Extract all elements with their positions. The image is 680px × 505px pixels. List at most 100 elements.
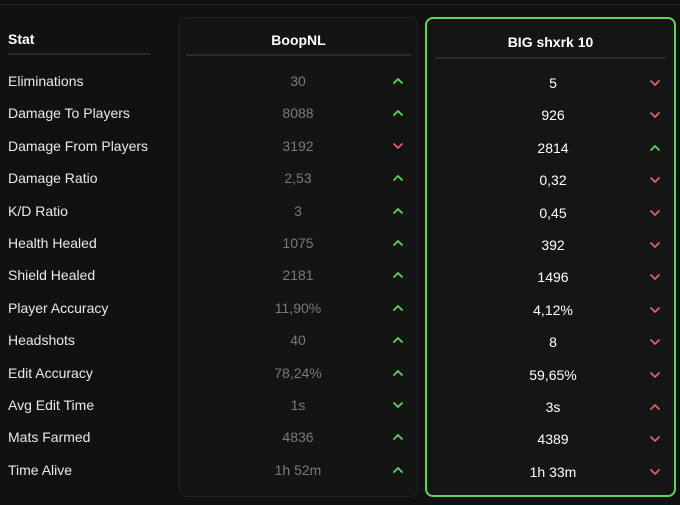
stat-cell-a: 3 <box>180 202 417 220</box>
stat-label: Damage Ratio <box>8 170 98 187</box>
arrow-up-icon <box>393 78 403 84</box>
stat-cell-b: 8 <box>427 333 674 351</box>
stat-value: 11,90% <box>274 299 322 316</box>
arrow-down-icon <box>650 177 660 184</box>
stat-value: 0,45 <box>539 204 567 221</box>
stat-label: Damage From Players <box>8 137 149 154</box>
stat-value: 2,53 <box>284 170 312 187</box>
stat-label: Time Alive <box>8 461 73 478</box>
stat-cell-a: 1h 52m <box>180 461 417 479</box>
stat-label: Health Healed <box>8 235 97 251</box>
stat-label: Mats Farmed <box>8 429 91 446</box>
arrow-down-icon <box>650 242 660 248</box>
stat-cell-a: 30 <box>180 72 417 90</box>
stat-header-divider <box>8 53 150 55</box>
arrow-up-icon <box>393 110 403 117</box>
stat-value: 1496 <box>537 269 569 286</box>
player-panel-boopnl: BoopNL 30 8088 3192 2,53 3 1075 2181 11,90% 40 78… <box>179 17 418 497</box>
player-a-name: BoopNL <box>271 32 326 48</box>
arrow-down-icon <box>393 142 403 149</box>
stat-cell-b: 0,32 <box>427 171 674 189</box>
stat-cell-b: 1h 33m <box>427 463 674 481</box>
arrow-up-icon <box>393 466 403 473</box>
stat-value: 3192 <box>282 137 314 154</box>
player-b-name: BIG shxrk 10 <box>507 34 594 50</box>
stat-value: 392 <box>541 237 565 253</box>
stat-cell-b: 2814 <box>427 139 674 157</box>
stat-value: 5 <box>549 75 557 91</box>
player-panel-big-shxrk-10: BIG shxrk 10 5 926 2814 0,32 0,45 392 1496 4,12… <box>425 17 676 497</box>
top-divider <box>0 4 680 5</box>
stat-value: 8 <box>549 334 557 351</box>
stat-value: 1h 33m <box>529 463 577 480</box>
stat-cell-b: 5 <box>427 74 674 92</box>
stat-value: 78,24% <box>274 364 322 381</box>
stat-cell-b: 1496 <box>427 268 674 286</box>
arrow-down-icon <box>650 371 660 378</box>
stat-value: 4389 <box>537 431 569 448</box>
stat-cell-a: 1075 <box>180 234 417 252</box>
arrow-down-icon <box>393 402 403 408</box>
stat-cell-a: 1s <box>180 396 417 414</box>
arrow-up-icon <box>650 404 660 410</box>
arrow-up-icon <box>393 369 403 376</box>
stat-label: Damage To Players <box>8 105 130 122</box>
stat-cell-b: 926 <box>427 106 674 124</box>
stat-label: Edit Accuracy <box>8 364 93 381</box>
stat-cell-a: 2,53 <box>180 169 417 187</box>
arrow-down-icon <box>650 112 660 119</box>
stat-value: 2181 <box>282 267 314 284</box>
stat-column-header: Stat <box>8 31 35 47</box>
stat-cell-a: 8088 <box>180 104 417 122</box>
stat-value: 1075 <box>282 235 314 251</box>
stat-cell-a: 11,90% <box>180 299 417 317</box>
stat-value: 1s <box>290 397 306 413</box>
stat-value: 4836 <box>282 429 314 446</box>
arrow-up-icon <box>393 337 403 344</box>
arrow-down-icon <box>650 436 660 443</box>
stat-value: 59,65% <box>529 366 577 383</box>
stat-cell-a: 78,24% <box>180 364 417 382</box>
arrow-down-icon <box>650 339 660 346</box>
stat-label: Player Accuracy <box>8 299 109 316</box>
arrow-up-icon <box>650 144 660 151</box>
stat-label: Headshots <box>8 332 75 349</box>
stat-value: 2814 <box>537 139 569 156</box>
stat-label: Shield Healed <box>8 267 96 284</box>
stat-label: K/D Ratio <box>8 202 68 219</box>
stat-label: Eliminations <box>8 73 84 89</box>
stat-cell-a: 40 <box>180 331 417 349</box>
stat-label: Avg Edit Time <box>8 397 95 413</box>
stat-value: 1h 52m <box>274 461 322 478</box>
stat-cell-b: 3s <box>427 398 674 416</box>
arrow-down-icon <box>650 306 660 313</box>
stat-cell-b: 59,65% <box>427 366 674 384</box>
stat-cell-b: 4389 <box>427 430 674 448</box>
arrow-up-icon <box>393 272 403 279</box>
player-a-header-divider <box>186 54 411 56</box>
arrow-up-icon <box>393 175 403 182</box>
player-b-header-divider <box>435 57 666 59</box>
stat-value: 30 <box>290 73 306 89</box>
stat-value: 8088 <box>282 105 314 122</box>
stat-cell-a: 2181 <box>180 266 417 284</box>
stat-cell-b: 0,45 <box>427 204 674 222</box>
arrow-down-icon <box>650 80 660 86</box>
stat-value: 4,12% <box>533 301 573 318</box>
stat-cell-a: 3192 <box>180 137 417 155</box>
arrow-up-icon <box>393 207 403 214</box>
stat-value: 40 <box>290 332 306 349</box>
arrow-down-icon <box>650 209 660 216</box>
stat-value: 3s <box>545 399 561 415</box>
arrow-up-icon <box>393 434 403 441</box>
arrow-down-icon <box>650 274 660 281</box>
stat-value: 926 <box>541 107 565 124</box>
arrow-down-icon <box>650 468 660 475</box>
stat-cell-a: 4836 <box>180 428 417 446</box>
stat-cell-b: 392 <box>427 236 674 254</box>
arrow-up-icon <box>393 304 403 311</box>
stat-value: 3 <box>294 202 302 219</box>
stat-value: 0,32 <box>539 172 567 189</box>
arrow-up-icon <box>393 240 403 246</box>
stat-cell-b: 4,12% <box>427 301 674 319</box>
